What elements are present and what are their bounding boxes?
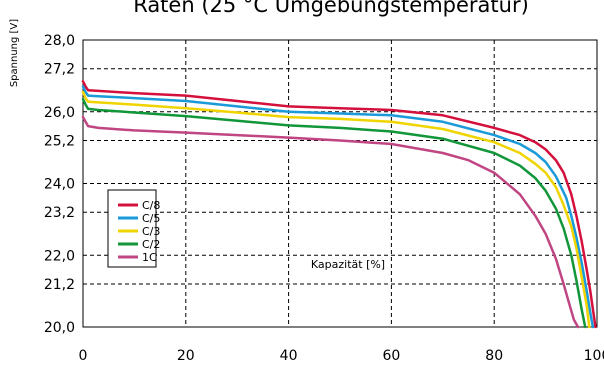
series-line-1c (81, 115, 580, 329)
y-tick-label: 22,0 (44, 248, 75, 264)
y-tick-labels: 20,0 21,2 22,0 23,2 24,0 25,2 26,0 27,2 28,0 (44, 33, 75, 336)
y-tick-label: 23,2 (44, 205, 75, 221)
series-line-c-5 (81, 85, 595, 329)
x-tick-labels: 0 20 40 60 80 100 (79, 348, 604, 364)
legend-label: 1C (142, 251, 157, 264)
x-tick-label: 80 (485, 348, 503, 364)
series-line-c-3 (81, 90, 591, 329)
y-axis-label: Spannung [V] (9, 19, 20, 87)
y-tick-label: 21,2 (44, 277, 75, 293)
grid (83, 40, 597, 327)
y-tick-label: 26,0 (44, 105, 75, 121)
x-tick-label: 40 (280, 348, 298, 364)
x-tick-label: 60 (382, 348, 400, 364)
legend-label: C/2 (142, 238, 160, 251)
y-tick-label: 24,0 (44, 177, 75, 193)
series-line-c-2 (81, 97, 587, 329)
y-tick-label: 28,0 (44, 33, 75, 49)
series-lines (81, 80, 597, 329)
y-tick-label: 20,0 (44, 320, 75, 336)
plot-area-border (82, 39, 598, 328)
y-tick-label: 27,2 (44, 62, 75, 78)
x-tick-label: 20 (177, 348, 195, 364)
x-tick-label: 100 (584, 348, 604, 364)
capacity-annotation: Kapazität [%] (311, 258, 385, 271)
legend-box (107, 189, 157, 268)
legend-label: C/3 (142, 225, 160, 238)
x-tick-label: 0 (79, 348, 88, 364)
series-line-c-8 (81, 80, 597, 329)
legend-label: C/5 (142, 212, 160, 225)
legend: C/8C/5C/3C/21C (107, 189, 160, 268)
y-tick-label: 25,2 (44, 133, 75, 149)
chart-title: Raten (25 °C Umgebungstemperatur) (133, 0, 529, 17)
legend-label: C/8 (142, 199, 160, 212)
